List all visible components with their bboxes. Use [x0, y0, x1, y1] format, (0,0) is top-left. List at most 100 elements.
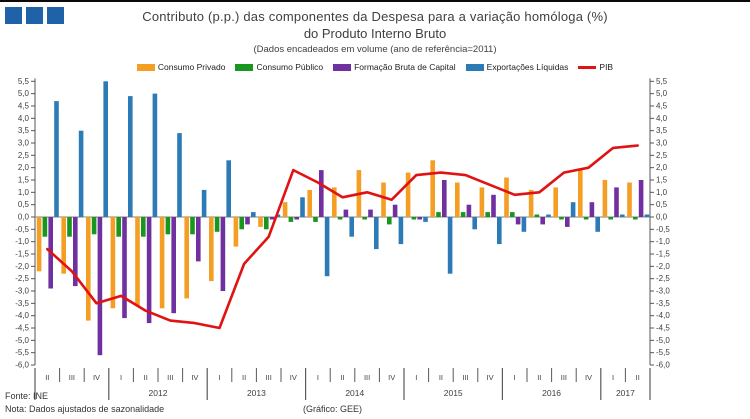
- legend-label: PIB: [599, 62, 614, 72]
- logo-square-icon: [47, 7, 64, 24]
- quarter-label: I: [120, 373, 122, 382]
- y-tick-label-left: 3,5: [18, 126, 30, 135]
- chart-bar: [42, 217, 48, 237]
- quarter-label: II: [340, 373, 344, 382]
- y-tick-label-right: -6,0: [656, 361, 670, 370]
- chart-bar: [214, 217, 220, 232]
- chart-bar: [387, 217, 392, 225]
- chart-bar: [510, 212, 515, 217]
- quarter-label: IV: [191, 373, 198, 382]
- chart-bar: [233, 217, 239, 247]
- quarter-label: IV: [93, 373, 100, 382]
- legend-swatch-icon: [235, 63, 254, 71]
- chart-bar: [546, 214, 551, 217]
- chart-bar: [135, 217, 140, 306]
- quarter-label: II: [537, 373, 541, 382]
- chart-title-line2: do Produto Interno Bruto: [303, 26, 447, 41]
- y-tick-label-right: 1,5: [656, 175, 668, 184]
- legend-label: Consumo Público: [256, 62, 324, 72]
- chart-bar: [515, 217, 521, 225]
- chart-bar: [226, 160, 231, 217]
- chart-bar: [578, 170, 583, 217]
- quarter-label: I: [317, 373, 319, 382]
- y-tick-label-left: -2,5: [15, 274, 29, 283]
- y-tick-label-left: -1,5: [15, 250, 29, 259]
- y-tick-label-left: -4,5: [15, 324, 29, 333]
- chart-bar: [67, 217, 72, 237]
- chart-bar: [220, 217, 226, 291]
- y-tick-label-right: 2,5: [656, 151, 668, 160]
- chart-bar: [504, 177, 509, 217]
- chart-bar: [460, 212, 466, 217]
- y-tick-label-right: 3,0: [656, 138, 668, 147]
- quarter-label: I: [612, 373, 614, 382]
- chart-bar: [146, 217, 152, 324]
- quarter-label: III: [364, 373, 370, 382]
- y-tick-label-left: 2,5: [18, 151, 30, 160]
- legend-label: Exportações Líquidas: [486, 62, 569, 72]
- chart-bar: [97, 217, 103, 356]
- y-tick-label-right: -3,0: [656, 287, 670, 296]
- chart-bar: [528, 189, 534, 217]
- chart-legend: Consumo Privado Consumo Público Formação B…: [0, 62, 750, 72]
- chart-bar: [251, 212, 256, 217]
- y-tick-label-left: -5,0: [15, 336, 29, 345]
- chart-bar: [534, 214, 540, 217]
- chart-bar: [319, 170, 324, 217]
- legend-item-pib: PIB: [578, 62, 613, 72]
- chart-bar: [324, 217, 330, 277]
- y-tick-label-left: 4,5: [18, 101, 30, 110]
- quarter-label: II: [636, 373, 640, 382]
- chart-bar: [73, 217, 78, 287]
- y-tick-label-left: -2,0: [15, 262, 29, 271]
- y-tick-label-left: 0,5: [18, 200, 30, 209]
- y-tick-label-right: 1,0: [656, 188, 668, 197]
- quarter-label: III: [69, 373, 75, 382]
- chart-bar: [559, 217, 564, 220]
- year-label: 2012: [149, 388, 168, 398]
- chart-bar: [258, 217, 263, 227]
- y-tick-label-right: -1,5: [656, 250, 670, 259]
- chart-bar: [472, 217, 477, 230]
- y-tick-label-right: -4,0: [656, 311, 670, 320]
- chart-bar: [171, 217, 176, 314]
- quarter-label: IV: [487, 373, 494, 382]
- chart-bar: [374, 217, 379, 250]
- y-tick-label-right: -1,0: [656, 237, 670, 246]
- chart-bar: [398, 217, 404, 245]
- y-tick-label-right: 0,0: [656, 213, 668, 222]
- y-tick-label-left: 4,0: [18, 114, 30, 123]
- quarter-label: III: [462, 373, 468, 382]
- quarter-label: III: [561, 373, 567, 382]
- chart-bar: [485, 212, 490, 217]
- chart-bar: [337, 217, 343, 220]
- chart-bar: [349, 217, 354, 237]
- bar-series-1: [42, 212, 638, 237]
- quarter-label: II: [242, 373, 246, 382]
- source-note: Fonte: INE: [5, 391, 49, 401]
- legend-item-0: Consumo Privado: [136, 62, 225, 72]
- pib-line: [45, 144, 640, 330]
- chart-bar: [491, 194, 496, 217]
- chart-bar: [602, 180, 608, 217]
- y-tick-label-left: 0,0: [18, 213, 30, 222]
- chart-bar: [381, 182, 386, 217]
- chart-bar: [595, 217, 600, 232]
- chart-bar: [608, 217, 613, 220]
- chart-bar: [405, 172, 411, 217]
- quarter-label: IV: [290, 373, 297, 382]
- y-tick-label-right: 3,5: [656, 126, 668, 135]
- chart-bar: [177, 133, 182, 217]
- legend-swatch-icon: [136, 63, 155, 71]
- chart-bar: [239, 217, 244, 230]
- chart-bar: [620, 214, 625, 217]
- chart-bar: [423, 217, 428, 222]
- quarter-label: II: [439, 373, 443, 382]
- chart-title-line1: Contributo (p.p.) das componentes da Des…: [142, 9, 608, 24]
- chart-bar: [633, 217, 638, 220]
- chart-bar: [565, 217, 570, 227]
- quarter-label: III: [167, 373, 173, 382]
- y-tick-label-right: -2,5: [656, 274, 670, 283]
- chart-bar: [430, 160, 435, 217]
- chart-bar: [447, 217, 453, 274]
